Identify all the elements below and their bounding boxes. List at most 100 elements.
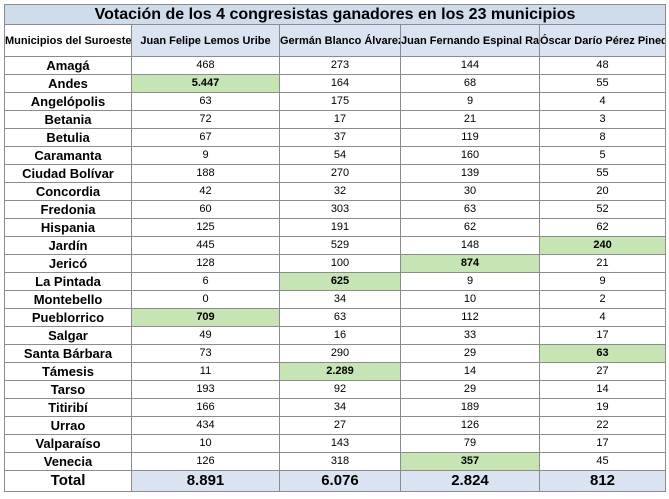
- municipio-cell: Titiribí: [4, 398, 132, 417]
- vote-cell: 11: [131, 362, 280, 381]
- vote-cell: 67: [131, 128, 280, 147]
- table-row: Salgar 49 16 33 17: [4, 326, 667, 345]
- table-row: Angelópolis 63 175 9 4: [4, 92, 667, 111]
- vote-cell: 33: [400, 326, 540, 345]
- vote-cell: 709: [131, 308, 280, 327]
- municipio-cell: Támesis: [4, 362, 132, 381]
- vote-cell: 14: [400, 362, 540, 381]
- vote-cell: 434: [131, 416, 280, 435]
- vote-cell: 16: [279, 326, 401, 345]
- municipio-cell: La Pintada: [4, 272, 132, 291]
- municipio-cell: Valparaíso: [4, 434, 132, 453]
- municipio-cell: Betulia: [4, 128, 132, 147]
- candidate-header: Juan Fernando Espinal Ramírez: [400, 24, 540, 57]
- vote-cell: 128: [131, 254, 280, 273]
- vote-cell: 8: [538, 128, 667, 147]
- table-title: Votación de los 4 congresistas ganadores…: [3, 4, 667, 25]
- vote-cell: 166: [131, 398, 280, 417]
- table-row: Jericó 128 100 874 21: [4, 254, 667, 273]
- vote-cell: 0: [131, 290, 280, 309]
- vote-cell: 112: [400, 308, 540, 327]
- total-cell: 812: [538, 470, 667, 492]
- municipio-cell: Amagá: [4, 56, 132, 75]
- vote-cell: 189: [400, 398, 540, 417]
- total-cell: 8.891: [131, 470, 280, 492]
- vote-cell: 22: [538, 416, 667, 435]
- candidate-header: Juan Felipe Lemos Uribe: [131, 24, 280, 57]
- vote-cell: 30: [400, 182, 540, 201]
- vote-cell: 144: [400, 56, 540, 75]
- vote-cell: 63: [131, 92, 280, 111]
- table-row: Tarso 193 92 29 14: [4, 380, 667, 399]
- table-row: Concordia 42 32 30 20: [4, 182, 667, 201]
- vote-cell: 62: [538, 218, 667, 237]
- vote-cell: 139: [400, 164, 540, 183]
- table-row: Ciudad Bolívar 188 270 139 55: [4, 164, 667, 183]
- vote-cell: 45: [538, 452, 667, 471]
- vote-cell: 10: [131, 434, 280, 453]
- municipio-cell: Urrao: [4, 416, 132, 435]
- vote-cell: 55: [538, 74, 667, 93]
- vote-cell: 37: [279, 128, 401, 147]
- vote-cell: 63: [400, 200, 540, 219]
- vote-cell: 49: [131, 326, 280, 345]
- vote-cell: 5: [538, 146, 667, 165]
- vote-cell: 27: [538, 362, 667, 381]
- municipio-cell: Angelópolis: [4, 92, 132, 111]
- table-row: Montebello 0 34 10 2: [4, 290, 667, 309]
- vote-cell: 63: [538, 344, 667, 363]
- vote-cell: 468: [131, 56, 280, 75]
- table-row: Betania 72 17 21 3: [4, 110, 667, 129]
- municipio-cell: Venecia: [4, 452, 132, 471]
- municipio-cell: Jericó: [4, 254, 132, 273]
- municipio-cell: Hispania: [4, 218, 132, 237]
- vote-cell: 4: [538, 308, 667, 327]
- vote-cell: 19: [538, 398, 667, 417]
- table-row: Fredonia 60 303 63 52: [4, 200, 667, 219]
- vote-cell: 188: [131, 164, 280, 183]
- vote-cell: 9: [400, 272, 540, 291]
- vote-cell: 17: [538, 326, 667, 345]
- table-row: Valparaíso 10 143 79 17: [4, 434, 667, 453]
- vote-cell: 160: [400, 146, 540, 165]
- header-row: Municipios del Suroeste Juan Felipe Lemo…: [4, 24, 667, 57]
- total-cell: 6.076: [279, 470, 401, 492]
- vote-cell: 55: [538, 164, 667, 183]
- vote-cell: 20: [538, 182, 667, 201]
- municipio-cell: Jardín: [4, 236, 132, 255]
- municipio-cell: Andes: [4, 74, 132, 93]
- vote-cell: 34: [279, 290, 401, 309]
- municipio-cell: Fredonia: [4, 200, 132, 219]
- table-row: Betulia 67 37 119 8: [4, 128, 667, 147]
- table-row: Pueblorrico 709 63 112 4: [4, 308, 667, 327]
- vote-cell: 21: [538, 254, 667, 273]
- vote-cell: 29: [400, 344, 540, 363]
- table-row: La Pintada 6 625 9 9: [4, 272, 667, 291]
- municipio-cell: Pueblorrico: [4, 308, 132, 327]
- vote-cell: 34: [279, 398, 401, 417]
- table-row: Urrao 434 27 126 22: [4, 416, 667, 435]
- vote-cell: 290: [279, 344, 401, 363]
- table-row: Andes 5.447 164 68 55: [4, 74, 667, 93]
- vote-cell: 68: [400, 74, 540, 93]
- vote-cell: 125: [131, 218, 280, 237]
- vote-cell: 62: [400, 218, 540, 237]
- vote-cell: 874: [400, 254, 540, 273]
- municipio-cell: Salgar: [4, 326, 132, 345]
- vote-cell: 193: [131, 380, 280, 399]
- vote-cell: 273: [279, 56, 401, 75]
- vote-cell: 2: [538, 290, 667, 309]
- vote-cell: 92: [279, 380, 401, 399]
- vote-cell: 27: [279, 416, 401, 435]
- table-row: Hispania 125 191 62 62: [4, 218, 667, 237]
- table-row: Jardín 445 529 148 240: [4, 236, 667, 255]
- vote-cell: 357: [400, 452, 540, 471]
- vote-cell: 63: [279, 308, 401, 327]
- vote-cell: 17: [279, 110, 401, 129]
- vote-cell: 6: [131, 272, 280, 291]
- candidate-header: Óscar Darío Pérez Pineda: [538, 24, 667, 57]
- vote-cell: 303: [279, 200, 401, 219]
- total-row: Total 8.891 6.076 2.824 812: [4, 470, 667, 492]
- table-row: Caramanta 9 54 160 5: [4, 146, 667, 165]
- vote-cell: 9: [400, 92, 540, 111]
